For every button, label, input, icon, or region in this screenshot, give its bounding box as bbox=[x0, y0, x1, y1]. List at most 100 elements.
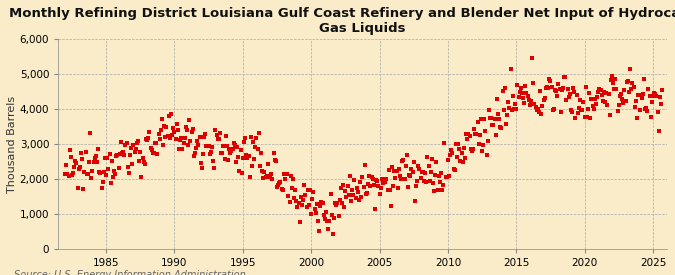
Point bbox=[406, 167, 417, 172]
Point bbox=[518, 96, 529, 100]
Point bbox=[182, 128, 192, 132]
Point bbox=[585, 116, 596, 120]
Point bbox=[513, 95, 524, 99]
Point bbox=[283, 194, 294, 198]
Point bbox=[314, 229, 325, 233]
Point bbox=[399, 177, 410, 181]
Point bbox=[325, 192, 336, 197]
Point bbox=[240, 136, 250, 141]
Point bbox=[655, 101, 666, 106]
Point bbox=[223, 157, 234, 162]
Point bbox=[454, 147, 464, 152]
Point bbox=[232, 145, 242, 150]
Point bbox=[580, 85, 591, 90]
Point bbox=[481, 153, 492, 158]
Point bbox=[381, 177, 392, 182]
Point bbox=[392, 168, 402, 173]
Point bbox=[390, 176, 401, 181]
Point bbox=[395, 173, 406, 178]
Point bbox=[291, 199, 302, 203]
Point bbox=[109, 169, 119, 174]
Point bbox=[115, 139, 126, 144]
Point bbox=[398, 158, 409, 163]
Point bbox=[122, 165, 133, 170]
Point bbox=[300, 193, 311, 198]
Point bbox=[431, 160, 442, 164]
Point bbox=[450, 142, 461, 147]
Point bbox=[61, 163, 72, 167]
Point bbox=[62, 172, 73, 177]
Point bbox=[556, 110, 566, 114]
Point bbox=[483, 108, 494, 112]
Point bbox=[81, 172, 92, 176]
Point bbox=[124, 171, 134, 175]
Point bbox=[500, 85, 510, 90]
Point bbox=[259, 170, 270, 174]
Point bbox=[583, 107, 593, 111]
Point bbox=[487, 123, 497, 128]
Point bbox=[654, 95, 665, 99]
Point bbox=[433, 174, 444, 178]
Point bbox=[644, 94, 655, 98]
Point bbox=[201, 144, 212, 148]
Point bbox=[333, 214, 344, 218]
Point bbox=[496, 126, 507, 130]
Point bbox=[101, 173, 111, 177]
Point bbox=[422, 155, 433, 160]
Point bbox=[627, 80, 638, 85]
Point bbox=[160, 135, 171, 139]
Point bbox=[520, 84, 531, 89]
Point bbox=[282, 172, 293, 176]
Point bbox=[624, 90, 634, 94]
Point bbox=[94, 169, 105, 174]
Point bbox=[68, 171, 78, 176]
Point bbox=[143, 135, 154, 140]
Point bbox=[113, 166, 124, 170]
Point bbox=[227, 147, 238, 151]
Point bbox=[339, 205, 350, 209]
Point bbox=[614, 103, 624, 107]
Point bbox=[357, 174, 368, 179]
Point bbox=[408, 160, 419, 164]
Point bbox=[173, 147, 184, 152]
Point bbox=[651, 94, 661, 98]
Point bbox=[584, 91, 595, 95]
Point bbox=[251, 136, 262, 140]
Point bbox=[503, 100, 514, 104]
Point bbox=[415, 176, 426, 181]
Point bbox=[595, 88, 606, 92]
Point bbox=[147, 151, 158, 155]
Point bbox=[546, 85, 557, 89]
Point bbox=[447, 151, 458, 155]
Point bbox=[491, 97, 502, 101]
Point bbox=[329, 200, 340, 205]
Point bbox=[168, 126, 179, 130]
Point bbox=[74, 165, 85, 170]
Point bbox=[208, 159, 219, 163]
Point bbox=[534, 110, 545, 114]
Point bbox=[155, 136, 165, 141]
Point bbox=[132, 141, 142, 145]
Point bbox=[277, 188, 288, 193]
Point bbox=[90, 154, 101, 158]
Point bbox=[281, 172, 292, 177]
Point bbox=[448, 166, 459, 171]
Point bbox=[510, 102, 520, 107]
Point bbox=[140, 137, 151, 141]
Point bbox=[437, 188, 448, 192]
Point bbox=[547, 108, 558, 112]
Point bbox=[299, 183, 310, 187]
Point bbox=[64, 148, 75, 152]
Point bbox=[178, 141, 189, 145]
Point bbox=[331, 202, 342, 207]
Point bbox=[466, 149, 477, 154]
Point bbox=[304, 203, 315, 208]
Point bbox=[563, 95, 574, 100]
Point bbox=[338, 183, 348, 187]
Point bbox=[472, 119, 483, 124]
Point bbox=[344, 174, 355, 178]
Point bbox=[77, 156, 88, 161]
Point bbox=[63, 173, 74, 178]
Point bbox=[609, 86, 620, 91]
Point bbox=[119, 153, 130, 157]
